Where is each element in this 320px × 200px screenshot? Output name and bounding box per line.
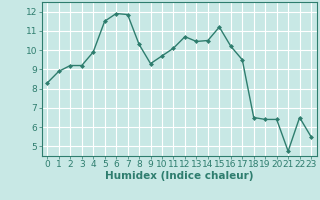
X-axis label: Humidex (Indice chaleur): Humidex (Indice chaleur) bbox=[105, 171, 253, 181]
